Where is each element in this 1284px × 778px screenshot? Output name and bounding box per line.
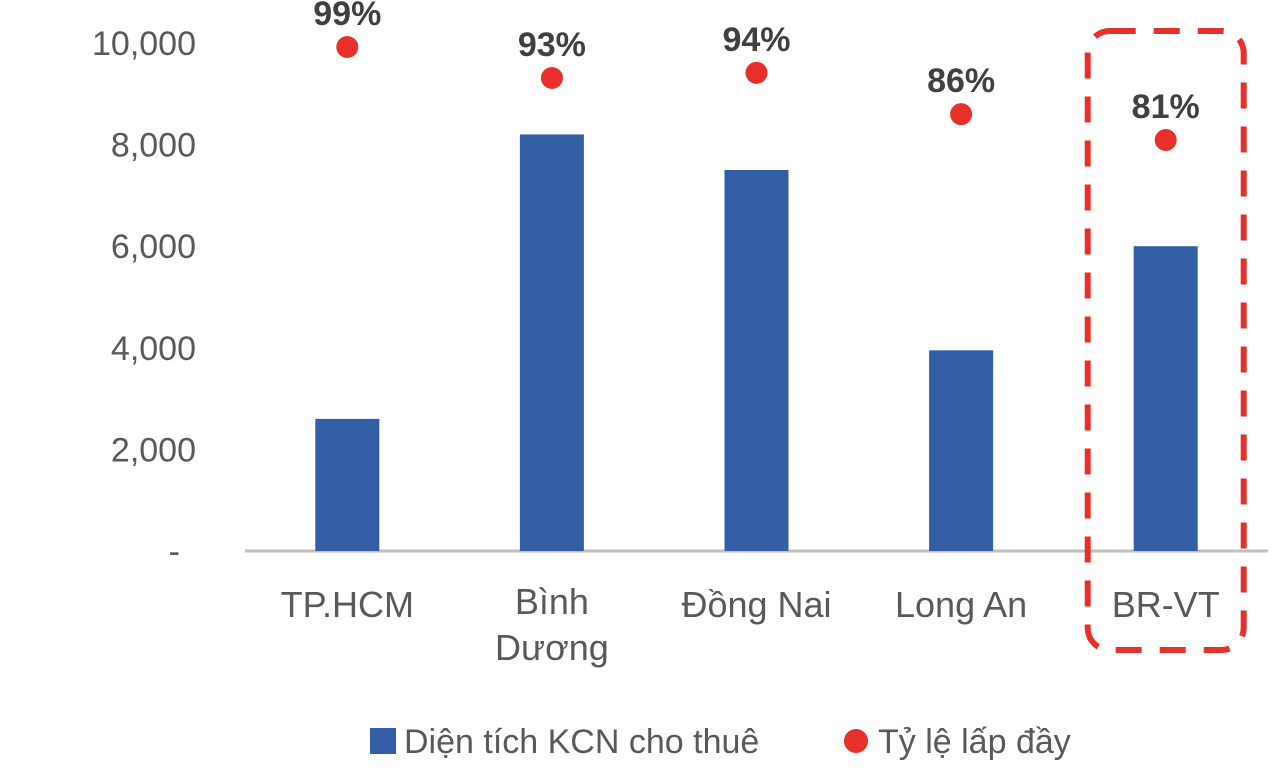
bar xyxy=(1133,246,1198,551)
y-tick-label: 2,000 xyxy=(111,431,196,469)
dot xyxy=(1154,129,1177,151)
x-tick-label-line: Đồng Nai xyxy=(681,584,831,625)
y-tick-label: 4,000 xyxy=(111,330,196,368)
x-tick-label-line: TP.HCM xyxy=(281,584,414,625)
y-axis: - 2,000 4,000 6,000 8,000 10,000 xyxy=(92,25,196,571)
x-tick-label: TP.HCM xyxy=(281,584,414,625)
dot-value-label: 81% xyxy=(1132,88,1200,126)
dot xyxy=(540,67,563,89)
y-tick-label: 10,000 xyxy=(92,25,196,63)
legend: Diện tích KCN cho thuê Tỷ lệ lấp đầy xyxy=(370,723,1071,761)
legend-dot-label: Tỷ lệ lấp đầy xyxy=(878,723,1071,761)
x-tick-label: Long An xyxy=(895,584,1027,625)
x-tick-label-line: Bình xyxy=(515,581,589,622)
x-axis: TP.HCM Bình Dương Đồng Nai Long An BR-VT xyxy=(281,581,1220,668)
y-tick-label: 8,000 xyxy=(111,127,196,165)
legend-bar-swatch xyxy=(370,728,396,754)
dot-value-label: 94% xyxy=(722,21,790,59)
x-tick-label: Bình Dương xyxy=(495,581,609,668)
y-tick-label: 6,000 xyxy=(111,228,196,266)
x-tick-label: BR-VT xyxy=(1112,584,1220,625)
x-tick-label-line: BR-VT xyxy=(1112,584,1220,625)
dot-series: 99% 93% 94% 86% 81% xyxy=(313,0,1200,151)
bar xyxy=(724,170,789,551)
bar-series xyxy=(315,134,1198,551)
dot xyxy=(745,61,768,84)
dot-value-label: 99% xyxy=(313,0,381,33)
bar xyxy=(519,134,584,551)
x-tick-label: Đồng Nai xyxy=(681,584,831,625)
x-tick-label-line: Long An xyxy=(895,584,1027,625)
bar xyxy=(315,418,380,551)
highlight-box xyxy=(1084,28,1247,653)
x-tick-label-line: Dương xyxy=(495,627,609,668)
legend-dot-swatch xyxy=(844,729,868,753)
legend-bar-label: Diện tích KCN cho thuê xyxy=(404,723,759,761)
dot-value-label: 93% xyxy=(518,26,586,64)
dot xyxy=(950,103,973,126)
dot xyxy=(336,36,359,58)
y-tick-label: - xyxy=(169,533,180,571)
dot-value-label: 86% xyxy=(927,62,995,100)
bar xyxy=(929,350,994,551)
